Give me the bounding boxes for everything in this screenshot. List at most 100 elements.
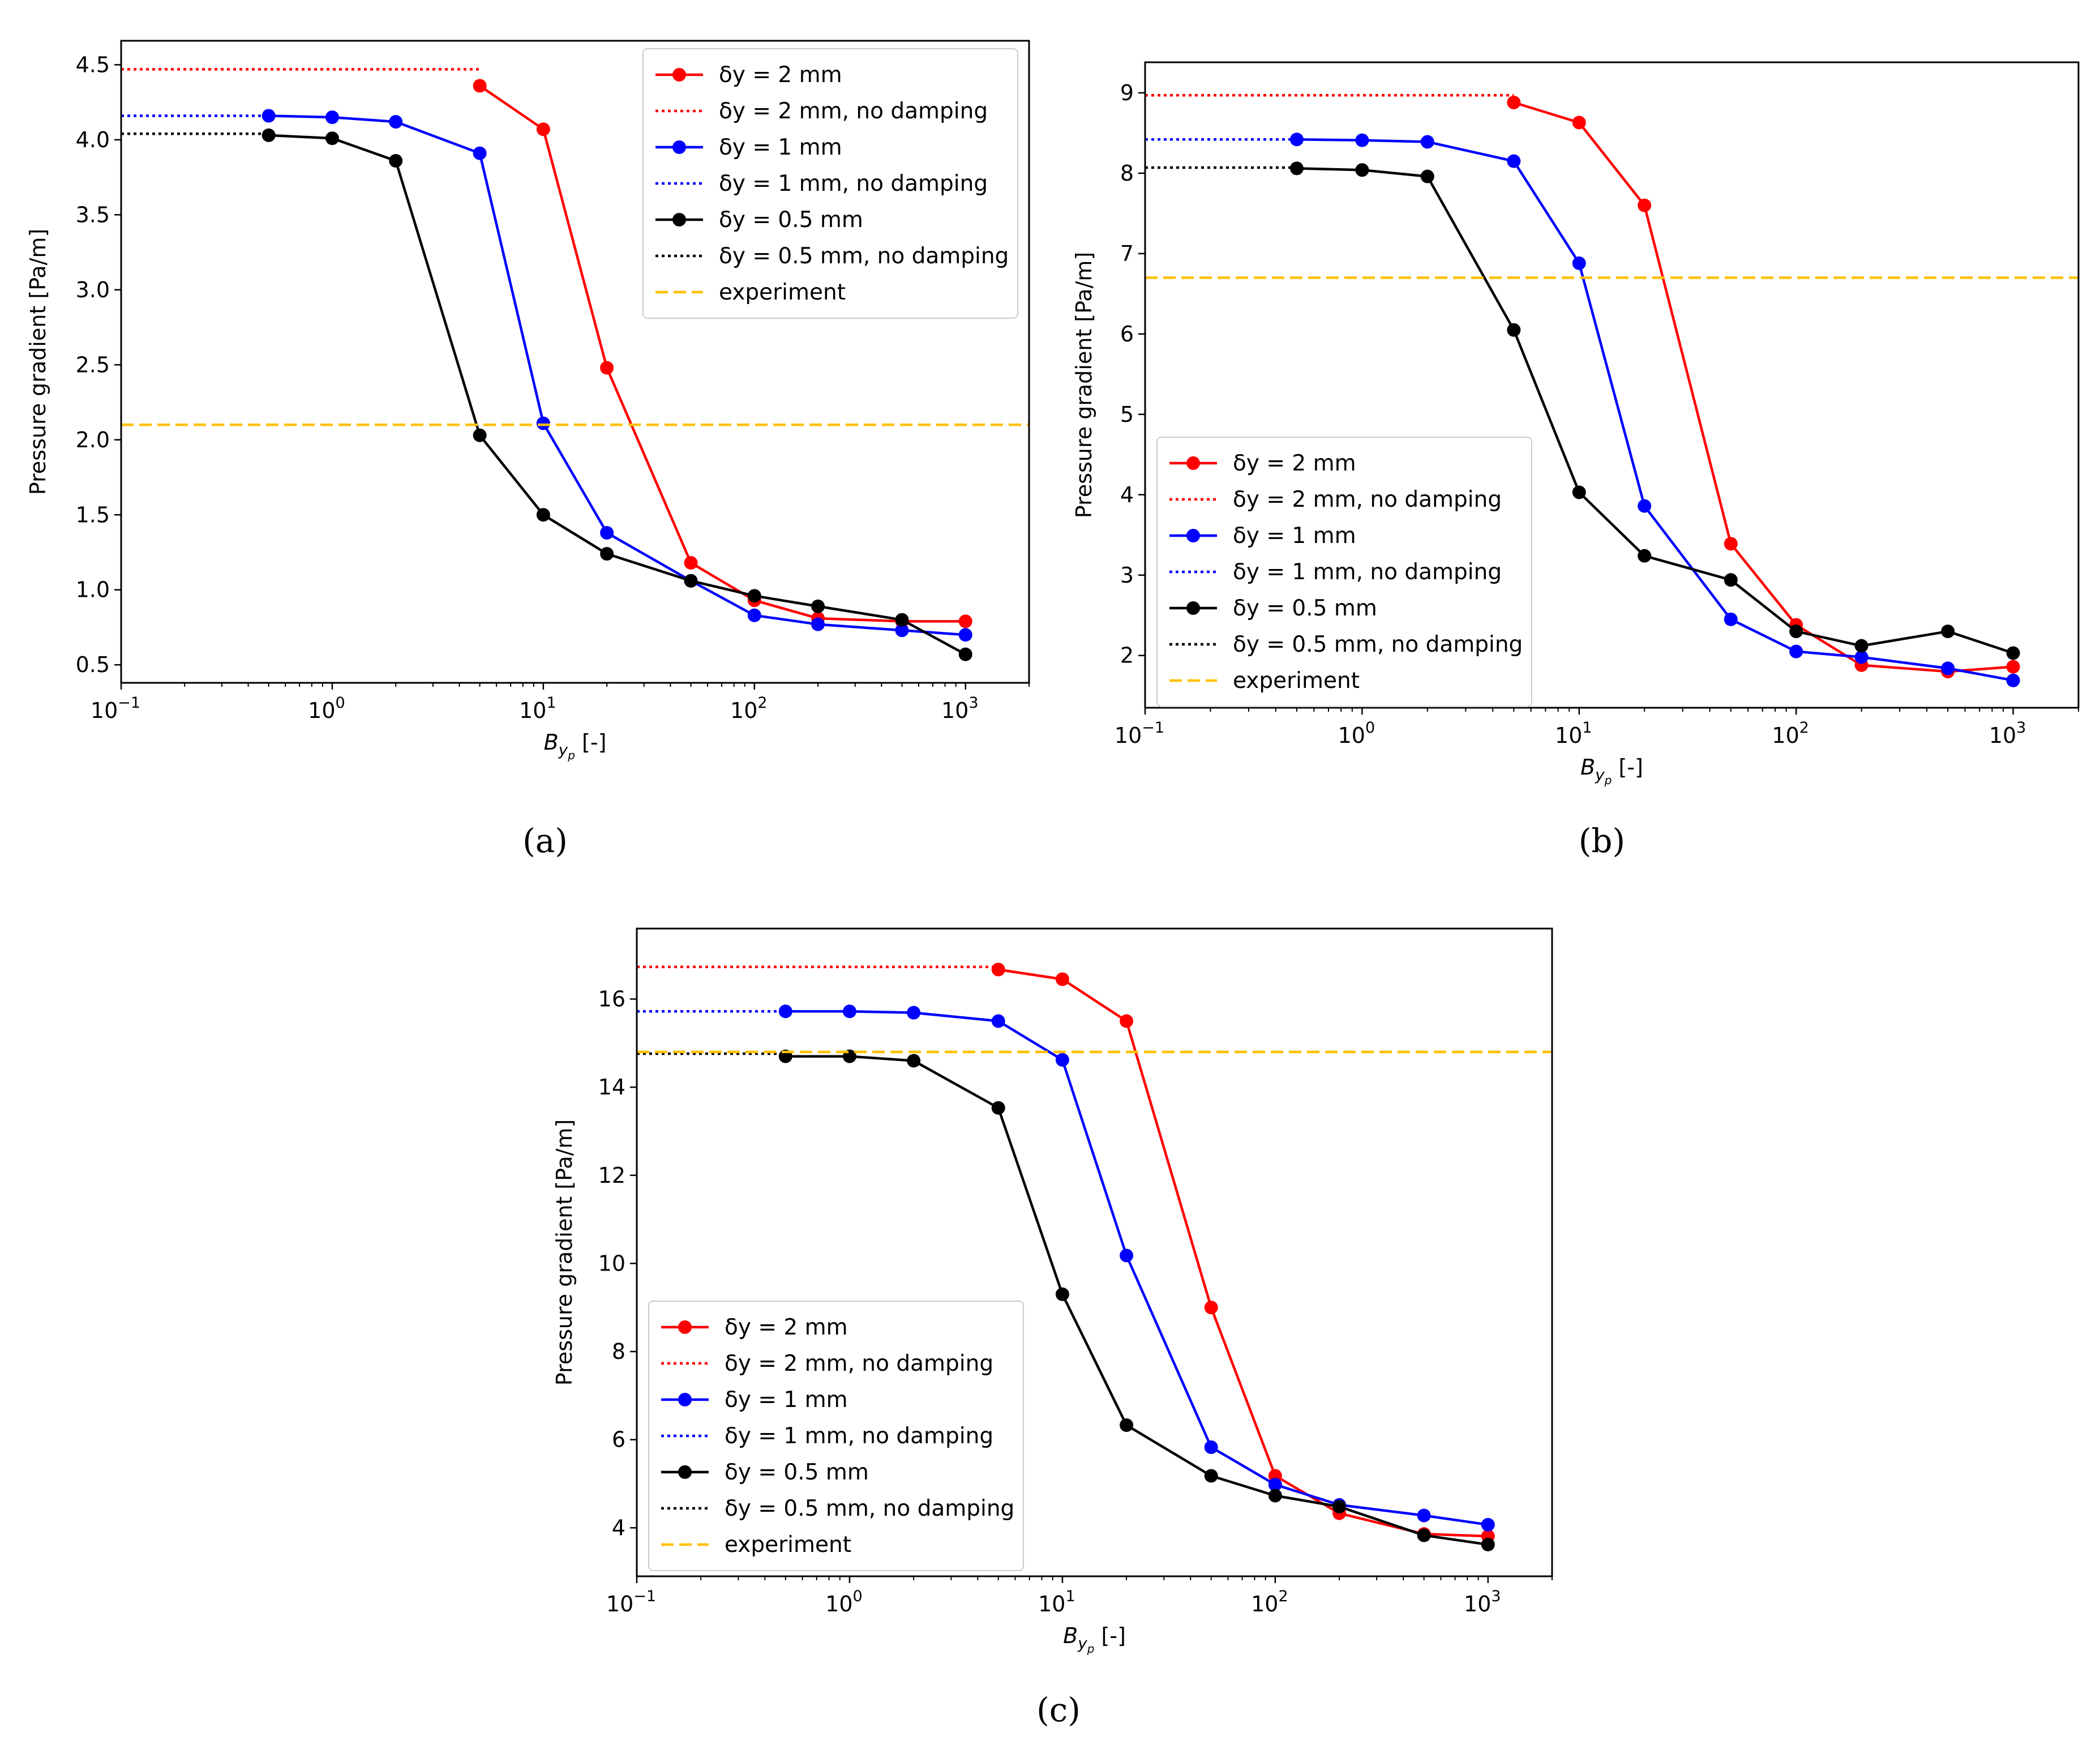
y-tick-label: 2 [1120, 643, 1134, 668]
data-point [325, 131, 339, 146]
y-tick-label: 7 [1120, 241, 1134, 266]
data-point [1332, 1500, 1347, 1514]
data-point [1120, 1418, 1134, 1432]
legend-label: δy = 1 mm [719, 135, 842, 160]
legend-label: δy = 0.5 mm [1233, 596, 1377, 621]
data-point [1355, 133, 1369, 147]
data-point [958, 614, 972, 628]
x-tick-label: 100 [825, 1588, 863, 1616]
y-tick-label: 6 [612, 1427, 625, 1452]
data-point [1572, 485, 1586, 499]
axes-frame [636, 927, 1553, 1577]
legend: δy = 2 mm δy = 2 mm, no damping δy = 1 mm δ… [642, 48, 1018, 319]
data-point [473, 79, 487, 93]
y-tick-label: 9 [1120, 80, 1134, 105]
y-tick-label: 0.5 [76, 652, 110, 677]
chart-panel-c: 4 6 8 10 12 14 16 10−1 100 101 102 103 Byp [-] Pressu… [552, 927, 1553, 1729]
y-tick-label: 4.0 [76, 127, 110, 152]
data-point [1120, 1014, 1134, 1028]
y-tick-label: 4 [1120, 482, 1134, 507]
data-point [1572, 116, 1586, 130]
series-line-0 [998, 968, 1488, 1538]
data-point [2006, 646, 2020, 660]
y-tick-label: 12 [598, 1163, 625, 1188]
legend-label: δy = 2 mm, no damping [725, 1351, 993, 1376]
data-point [1120, 1248, 1134, 1263]
legend-label: δy = 2 mm [1233, 451, 1356, 476]
legend-marker [678, 1465, 692, 1479]
x-tick-label: 100 [1338, 719, 1375, 748]
data-point [389, 153, 403, 168]
y-tick-label: 4 [612, 1515, 625, 1540]
y-axis-label: Pressure gradient [Pa/m] [1072, 252, 1096, 518]
legend-label: δy = 2 mm [719, 62, 842, 88]
legend-label: δy = 1 mm, no damping [725, 1423, 993, 1449]
x-tick-label: 101 [519, 694, 556, 723]
legend-marker [672, 140, 686, 154]
data-point [907, 1054, 921, 1068]
y-tick-label: 3.0 [76, 277, 110, 302]
data-point [1417, 1508, 1431, 1522]
data-point [389, 115, 403, 129]
x-tick-label: 10−1 [91, 694, 140, 723]
data-point [895, 613, 909, 627]
data-point [1204, 1469, 1218, 1483]
data-point [325, 110, 339, 125]
data-point [991, 963, 1005, 977]
legend-box [648, 1301, 1024, 1571]
data-point [907, 1006, 921, 1020]
data-point [1941, 625, 1955, 639]
x-tick-label: 101 [1555, 719, 1592, 748]
data-point [1204, 1440, 1218, 1454]
legend-label: δy = 0.5 mm [719, 207, 863, 233]
legend-label: δy = 1 mm, no damping [1233, 559, 1502, 585]
legend: δy = 2 mm δy = 2 mm, no damping δy = 1 mm δ… [648, 1301, 1024, 1571]
panel-caption: (c) [1036, 1691, 1081, 1729]
data-point [958, 647, 972, 661]
data-point [811, 599, 825, 613]
data-point [1854, 650, 1868, 664]
y-tick-label: 16 [598, 987, 625, 1012]
y-tick-label: 3.5 [76, 202, 110, 227]
y-tick-label: 1.0 [76, 578, 110, 602]
data-point [684, 574, 698, 588]
legend-marker [678, 1320, 692, 1334]
panel-caption: (a) [522, 822, 568, 860]
legend-label: δy = 0.5 mm, no damping [725, 1496, 1014, 1521]
data-point [1507, 95, 1521, 109]
legend-label: experiment [719, 280, 846, 305]
y-axis-label: Pressure gradient [Pa/m] [552, 1119, 577, 1385]
data-point [1055, 1287, 1069, 1301]
data-point [473, 146, 487, 160]
data-point [1789, 625, 1803, 639]
data-point [991, 1014, 1005, 1028]
y-tick-label: 2.5 [76, 352, 110, 377]
x-tick-label: 103 [941, 694, 979, 723]
x-tick-label: 10−1 [1115, 719, 1164, 748]
legend-label: δy = 1 mm [725, 1387, 848, 1413]
data-point [2006, 660, 2020, 674]
data-point [600, 526, 614, 540]
legend-marker [1186, 529, 1200, 542]
data-point [1638, 198, 1652, 212]
data-point [1355, 163, 1369, 177]
x-tick-label: 10−1 [606, 1588, 656, 1616]
plot-area [121, 68, 1029, 661]
data-point [1420, 135, 1434, 149]
data-point [1507, 323, 1521, 337]
legend-box [1156, 437, 1532, 707]
y-tick-label: 8 [612, 1339, 625, 1364]
data-point [895, 623, 909, 638]
legend-label: δy = 0.5 mm, no damping [1233, 632, 1523, 657]
y-tick-label: 4.5 [76, 52, 110, 77]
data-point [1481, 1517, 1495, 1532]
x-tick-label: 103 [1989, 719, 2026, 748]
data-point [1724, 537, 1738, 551]
data-point [811, 617, 825, 631]
series-line-0 [1513, 101, 2013, 673]
y-tick-label: 14 [598, 1075, 625, 1100]
y-tick-label: 6 [1120, 322, 1134, 347]
x-tick-label: 102 [1772, 719, 1809, 748]
x-tick-label: 100 [308, 694, 345, 723]
